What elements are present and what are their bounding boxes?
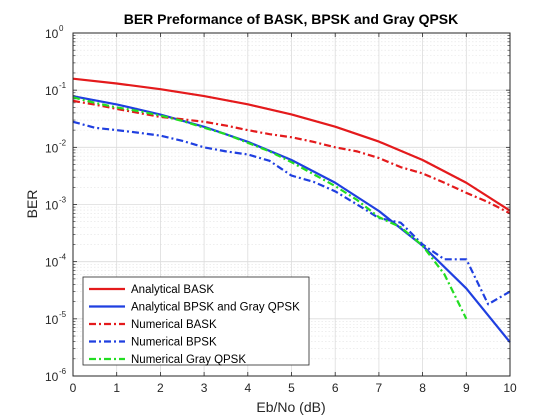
y-tick-exponent: -4 <box>59 253 67 262</box>
y-tick-exponent: -6 <box>59 367 67 376</box>
series-line-analytical-bpsk-and-gray-qpsk <box>72 95 511 343</box>
legend-label-numerical-gray-qpsk: Numerical Gray QPSK <box>131 354 246 366</box>
x-tick-label: 2 <box>157 381 164 395</box>
y-axis-label: BER <box>24 190 40 219</box>
legend[interactable]: Analytical BASK Analytical BPSK and Gray … <box>82 276 310 366</box>
ticks-layer <box>72 32 511 377</box>
legend-label-numerical-bask: Numerical BASK <box>131 319 217 331</box>
y-tick-label: 10 <box>45 199 59 213</box>
x-axis-label: Eb/No (dB) <box>256 399 325 415</box>
x-tick-label: 3 <box>201 381 208 395</box>
x-tick-label: 10 <box>503 381 517 395</box>
y-tick-exponent: -3 <box>59 196 67 205</box>
x-tick-labels: 0 1 2 3 4 5 6 7 8 9 10 <box>70 381 517 395</box>
y-tick-exponent: -1 <box>59 81 67 90</box>
legend-box <box>82 276 310 366</box>
y-tick-label: 10 <box>45 256 59 270</box>
chart-title: BER Preformance of BASK, BPSK and Gray Q… <box>124 11 459 27</box>
series-line-analytical-bask <box>72 77 511 212</box>
y-tick-label: 10 <box>45 27 59 41</box>
x-tick-label: 1 <box>113 381 120 395</box>
x-tick-label: 0 <box>70 381 77 395</box>
x-tick-label: 5 <box>288 381 295 395</box>
x-tick-label: 9 <box>463 381 470 395</box>
y-tick-exponent: 0 <box>59 24 64 33</box>
legend-label-analytical-bpsk-and-gray-qpsk: Analytical BPSK and Gray QPSK <box>131 302 300 314</box>
x-tick-label: 4 <box>244 381 251 395</box>
y-tick-label: 10 <box>45 141 59 155</box>
y-tick-label: 10 <box>45 84 59 98</box>
y-tick-label: 10 <box>45 370 59 384</box>
x-tick-label: 8 <box>419 381 426 395</box>
y-tick-label: 10 <box>45 313 59 327</box>
series-layer <box>72 77 511 343</box>
legend-label-analytical-bask: Analytical BASK <box>131 284 214 296</box>
x-tick-label: 6 <box>332 381 339 395</box>
series-line-numerical-bask <box>72 99 511 215</box>
series-line-numerical-bpsk <box>72 120 511 306</box>
y-tick-exponent: -2 <box>59 138 67 147</box>
legend-label-numerical-bpsk: Numerical BPSK <box>131 337 217 349</box>
x-tick-label: 7 <box>376 381 383 395</box>
series-line-numerical-gray-qpsk <box>72 96 468 320</box>
y-tick-exponent: -5 <box>59 310 67 319</box>
